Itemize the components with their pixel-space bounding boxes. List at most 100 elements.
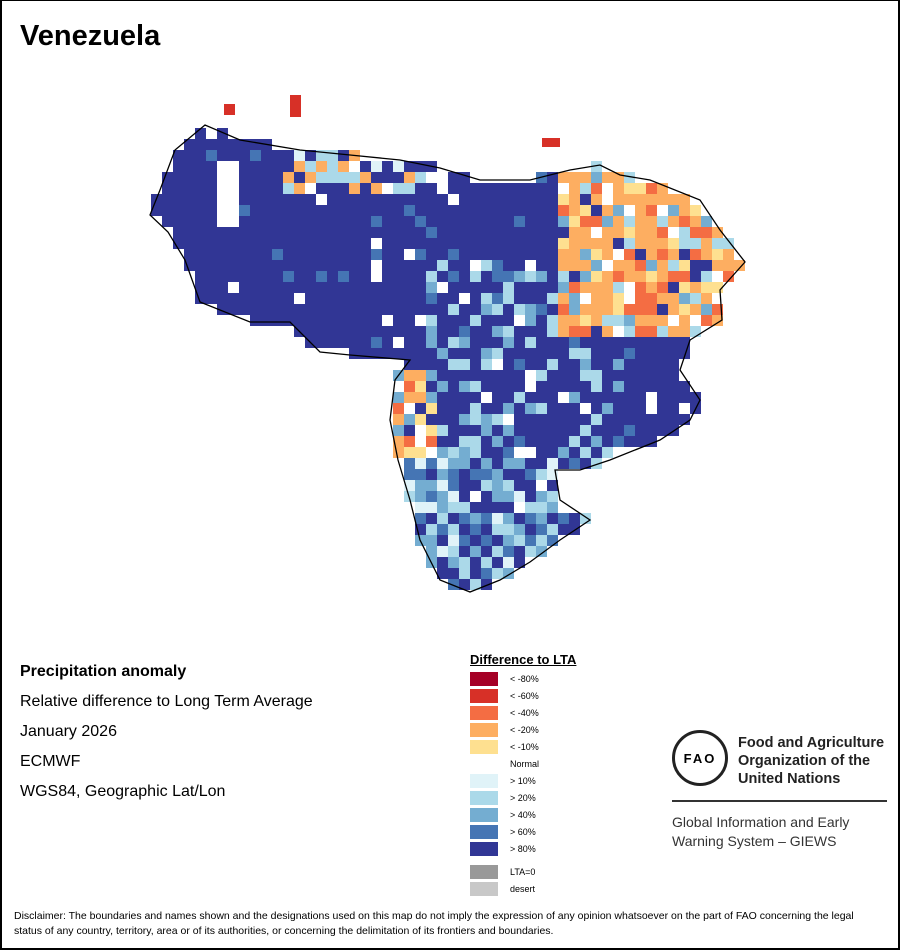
grid-cell xyxy=(437,315,448,326)
grid-cell xyxy=(657,260,668,271)
grid-cell xyxy=(514,403,525,414)
grid-cell xyxy=(437,436,448,447)
grid-cell xyxy=(338,348,349,359)
grid-cell xyxy=(569,205,580,216)
grid-cell xyxy=(206,249,217,260)
grid-cell xyxy=(668,249,679,260)
grid-cell xyxy=(338,227,349,238)
grid-cell xyxy=(470,557,481,568)
grid-cell xyxy=(503,315,514,326)
grid-cell xyxy=(613,370,624,381)
grid-cell xyxy=(250,271,261,282)
grid-cell xyxy=(569,326,580,337)
grid-cell xyxy=(382,271,393,282)
grid-cell xyxy=(360,260,371,271)
grid-cell xyxy=(481,238,492,249)
grid-cell xyxy=(305,315,316,326)
grid-cell xyxy=(591,249,602,260)
grid-cell xyxy=(624,359,635,370)
grid-cell xyxy=(382,348,393,359)
grid-cell xyxy=(206,205,217,216)
grid-cell xyxy=(415,183,426,194)
grid-cell xyxy=(536,326,547,337)
grid-cell xyxy=(690,392,701,403)
legend-item: > 20% xyxy=(470,789,576,806)
grid-cell xyxy=(393,161,404,172)
grid-cell xyxy=(250,282,261,293)
grid-cell xyxy=(250,304,261,315)
grid-cell xyxy=(173,227,184,238)
grid-cell xyxy=(426,513,437,524)
legend-label: < -60% xyxy=(510,690,539,701)
grid-cell xyxy=(580,249,591,260)
grid-cell xyxy=(250,238,261,249)
grid-cell xyxy=(195,293,206,304)
grid-cell xyxy=(426,348,437,359)
grid-cell xyxy=(602,447,613,458)
grid-cell xyxy=(646,271,657,282)
grid-cell xyxy=(228,238,239,249)
grid-cell xyxy=(591,447,602,458)
grid-cell xyxy=(635,359,646,370)
grid-cell xyxy=(547,447,558,458)
grid-cell xyxy=(635,414,646,425)
grid-cell xyxy=(547,370,558,381)
grid-cell xyxy=(470,392,481,403)
grid-cell xyxy=(558,458,569,469)
grid-cell xyxy=(316,249,327,260)
grid-cell xyxy=(536,381,547,392)
grid-cell xyxy=(690,194,701,205)
grid-cell xyxy=(481,359,492,370)
grid-cell xyxy=(701,304,712,315)
grid-cell xyxy=(437,524,448,535)
grid-cell xyxy=(492,546,503,557)
grid-cell xyxy=(228,139,239,150)
grid-cell xyxy=(184,216,195,227)
grid-cell xyxy=(338,161,349,172)
grid-cell xyxy=(459,546,470,557)
grid-cell xyxy=(283,260,294,271)
grid-cell xyxy=(569,524,580,535)
grid-cell xyxy=(514,370,525,381)
grid-cell xyxy=(712,249,723,260)
grid-cell xyxy=(404,359,415,370)
grid-cell xyxy=(283,249,294,260)
legend-swatch xyxy=(470,773,498,788)
grid-cell xyxy=(415,502,426,513)
grid-cell xyxy=(437,546,448,557)
grid-cell xyxy=(283,150,294,161)
grid-cell xyxy=(701,271,712,282)
grid-cell xyxy=(437,557,448,568)
grid-cell xyxy=(558,249,569,260)
grid-cell xyxy=(635,370,646,381)
grid-cell xyxy=(525,546,536,557)
grid-cell xyxy=(426,293,437,304)
grid-cell xyxy=(481,282,492,293)
grid-cell xyxy=(503,469,514,480)
grid-cell xyxy=(525,348,536,359)
grid-cell xyxy=(349,260,360,271)
grid-cell xyxy=(635,381,646,392)
grid-cell xyxy=(635,260,646,271)
legend-item: desert xyxy=(470,880,576,897)
grid-cell xyxy=(679,194,690,205)
grid-cell xyxy=(437,381,448,392)
grid-cell xyxy=(536,271,547,282)
grid-cell xyxy=(591,458,602,469)
grid-cell xyxy=(514,513,525,524)
grid-cell xyxy=(195,194,206,205)
grid-cell xyxy=(701,282,712,293)
grid-cell xyxy=(525,403,536,414)
grid-cell xyxy=(382,205,393,216)
grid-cell xyxy=(470,216,481,227)
grid-cell xyxy=(393,326,404,337)
grid-cell xyxy=(437,469,448,480)
grid-cell xyxy=(514,557,525,568)
grid-cell xyxy=(624,271,635,282)
grid-cell xyxy=(602,370,613,381)
grid-cell xyxy=(646,414,657,425)
grid-cell xyxy=(415,491,426,502)
grid-cell xyxy=(426,546,437,557)
grid-cell xyxy=(448,469,459,480)
grid-cell xyxy=(525,524,536,535)
